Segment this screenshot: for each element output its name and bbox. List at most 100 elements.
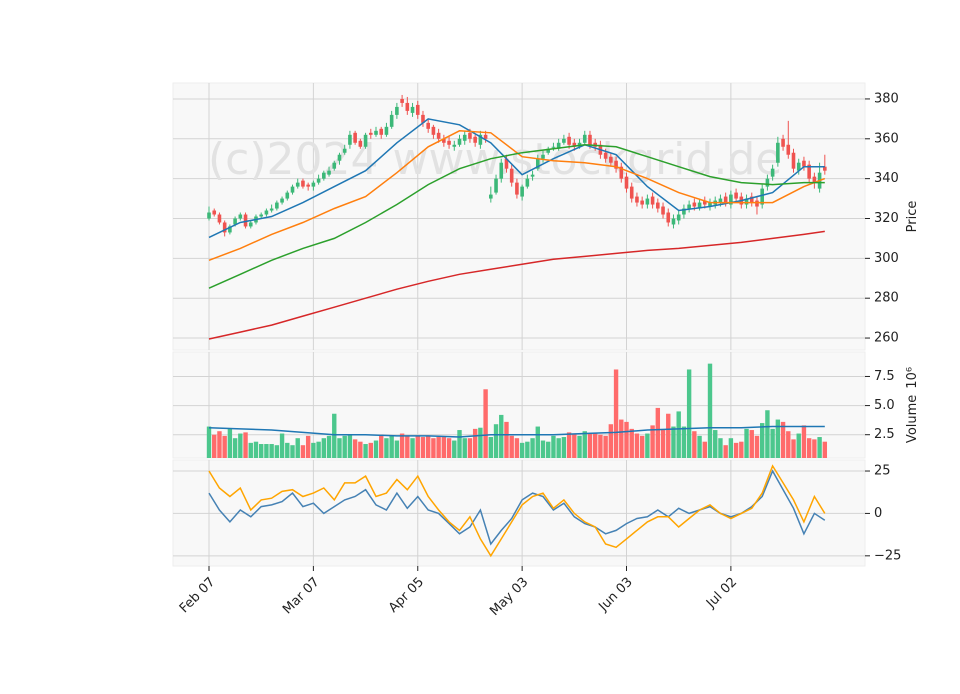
volume-bar (650, 425, 655, 458)
volume-bar (666, 413, 671, 458)
volume-bar (572, 433, 577, 458)
candle-body (729, 194, 733, 205)
volume-bar (739, 441, 744, 458)
volume-bar (551, 435, 556, 458)
candle-body (629, 186, 634, 199)
candle-body (275, 202, 279, 209)
volume-bar (624, 421, 629, 458)
candle-body (442, 138, 446, 143)
candle-body (353, 132, 357, 143)
candle-body (285, 192, 290, 199)
candle-body (311, 182, 316, 187)
candle-body (624, 176, 629, 189)
candle-body (499, 162, 504, 179)
candle-body (812, 176, 817, 183)
volume-bar (582, 431, 587, 458)
candle-body (749, 196, 754, 203)
volume-bar (389, 435, 394, 458)
volume-bar (394, 440, 400, 458)
candle-body (723, 196, 728, 203)
volume-bar (332, 413, 337, 458)
candle-body (770, 168, 775, 177)
volume-bar (780, 421, 786, 458)
candle-body (661, 206, 665, 215)
y-tick-label: 300 (874, 251, 899, 266)
volume-bar (707, 363, 713, 458)
volume-bar (561, 437, 567, 458)
candle-body (478, 134, 483, 145)
volume-bar (311, 442, 316, 458)
volume-bar (786, 431, 791, 458)
volume-bar (269, 444, 274, 458)
volume-bar (420, 437, 426, 458)
volume-bar (603, 435, 608, 458)
volume-bar (556, 438, 561, 458)
y-tick-label: 380 (874, 91, 899, 106)
volume-bar (499, 414, 504, 458)
moving-average (208, 144, 825, 289)
candle-body (295, 182, 300, 187)
volume-bar (300, 445, 306, 458)
candle-body (802, 160, 806, 167)
x-tick-label: May 03 (487, 575, 531, 619)
volume-bar (676, 411, 681, 458)
volume-bar (566, 432, 572, 458)
volume-bar (410, 438, 415, 458)
candle-body (462, 134, 467, 141)
candle-body (238, 214, 243, 219)
candle-body (248, 222, 253, 227)
volume-bar (415, 435, 420, 458)
candle-body (708, 202, 712, 207)
candle-body (269, 208, 274, 211)
candle-body (682, 208, 686, 215)
x-tick-label: Jul 02 (703, 575, 740, 612)
volume-bar (295, 438, 300, 458)
candle-body (379, 128, 384, 135)
volume-bar (822, 441, 828, 458)
candle-body (483, 134, 488, 139)
volume-bar (796, 433, 801, 458)
candle-body (384, 126, 389, 135)
volume-bar (368, 442, 373, 458)
panel-background (172, 82, 866, 351)
candle-body (786, 144, 791, 155)
candle-body (572, 142, 577, 147)
y-tick-label: 320 (874, 211, 899, 226)
candle-body (656, 202, 660, 209)
candle-body (640, 200, 644, 205)
candle-body (222, 222, 227, 233)
x-tick-label: Feb 07 (177, 575, 219, 617)
volume-bar (801, 425, 807, 458)
volume-bar (478, 427, 483, 458)
candle-body (588, 134, 592, 145)
candle-body (421, 114, 425, 123)
volume-bar (274, 445, 280, 458)
candle-body (781, 138, 785, 147)
candle-body (374, 130, 378, 135)
volume-bar (363, 444, 368, 458)
volume-bar (598, 434, 603, 458)
volume-bar (238, 433, 243, 458)
volume-bar (488, 437, 494, 458)
candle-body (645, 198, 650, 205)
candle-body (212, 210, 217, 215)
candle-body (316, 178, 321, 183)
candle-body (290, 186, 295, 193)
candle-body (342, 148, 347, 153)
candle-body (697, 202, 702, 209)
candle-body (535, 158, 540, 169)
candle-body (692, 202, 697, 207)
volume-bar (817, 437, 822, 458)
volume-bar (452, 440, 457, 458)
candle-body (415, 104, 420, 115)
candle-body (322, 172, 326, 179)
volume-bar (373, 440, 379, 458)
candle-body (436, 132, 441, 139)
volume-bar (342, 435, 347, 458)
candle-body (233, 218, 237, 225)
volume-bar (681, 426, 687, 458)
candle-body (280, 198, 284, 203)
volume-bar (749, 430, 754, 458)
candle-body (368, 132, 373, 135)
